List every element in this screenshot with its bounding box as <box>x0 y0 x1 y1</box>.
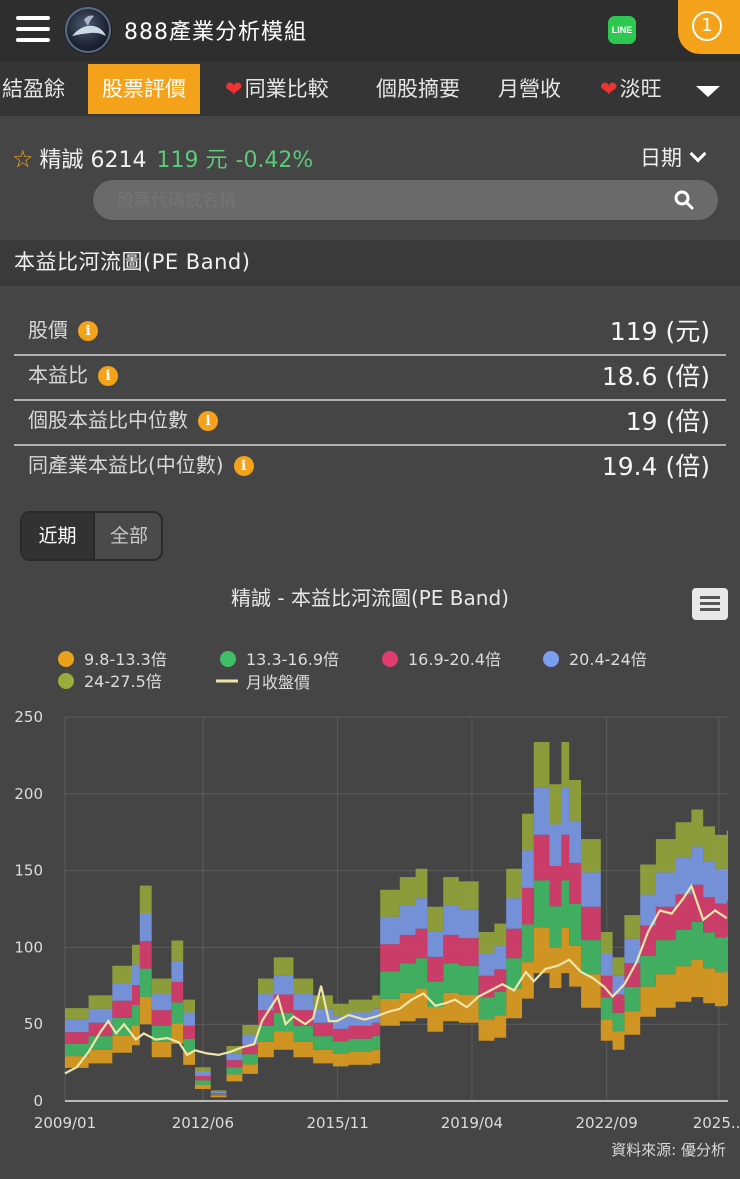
search-bar <box>93 180 718 222</box>
app-logo[interactable] <box>64 6 112 54</box>
monthly-close-line <box>64 883 728 1075</box>
metric-value: 19 (倍) <box>625 407 710 436</box>
range-recent-button[interactable]: 近期 <box>22 513 95 559</box>
data-source-note: 資料來源: 優分析 <box>611 1141 726 1159</box>
heart-icon: ❤ <box>600 77 618 101</box>
x-tick-label: 2009/01 <box>34 1114 96 1132</box>
search-icon[interactable] <box>674 190 694 210</box>
metric-value: 19.4 (倍) <box>601 452 710 481</box>
metric-row: 個股本益比中位數 i 19 (倍) <box>14 400 726 446</box>
tab-earnings[interactable]: 結盈餘 <box>2 77 65 101</box>
notification-button[interactable]: 1 <box>678 0 740 54</box>
tab-seasonality[interactable]: ❤淡旺 <box>600 77 662 101</box>
tab-monthly-revenue[interactable]: 月營收 <box>498 77 561 101</box>
range-all-button[interactable]: 全部 <box>109 525 148 547</box>
heart-icon: ❤ <box>225 77 243 101</box>
x-tick-label: 2022/09 <box>576 1114 638 1132</box>
legend-label: 16.9-20.4倍 <box>408 650 501 669</box>
x-tick-label: 2025... <box>693 1114 740 1132</box>
x-tick-label: 2015/11 <box>306 1114 368 1132</box>
legend-marker <box>220 651 236 667</box>
notification-count: 1 <box>692 11 722 41</box>
y-tick-label: 150 <box>14 862 43 880</box>
legend-marker <box>382 651 398 667</box>
legend-marker <box>58 651 74 667</box>
stock-price: 119 元 <box>156 148 228 173</box>
caret-down-icon <box>696 86 720 97</box>
tab-bar: 結盈餘 股票評價 ❤同業比較 個股摘要 月營收 ❤淡旺 <box>0 62 740 116</box>
pe-band-area <box>65 927 728 1098</box>
metric-value: 18.6 (倍) <box>601 362 710 391</box>
tab-peer-comparison[interactable]: ❤同業比較 <box>225 77 329 101</box>
chevron-down-icon <box>689 145 707 163</box>
chart-title: 精誠 - 本益比河流圖(PE Band) <box>231 586 509 610</box>
y-tick-label: 250 <box>14 708 43 726</box>
pe-band-area <box>65 787 728 1094</box>
range-toggle: 近期 全部 <box>20 511 163 561</box>
top-bar: 888產業分析模組 LINE 1 <box>0 0 740 62</box>
metric-label: 個股本益比中位數 <box>28 408 188 432</box>
metric-row: 本益比 i 18.6 (倍) <box>14 355 726 401</box>
metric-row: 同產業本益比(中位數) i 19.4 (倍) <box>14 445 726 489</box>
legend-marker <box>58 673 74 689</box>
stock-change: -0.42% <box>235 148 314 173</box>
star-icon[interactable]: ☆ <box>12 145 34 173</box>
y-tick-label: 50 <box>24 1015 43 1033</box>
metric-label: 同產業本益比(中位數) <box>28 453 224 477</box>
y-tick-label: 200 <box>14 785 43 803</box>
metric-row: 股價 i 119 (元) <box>14 310 726 356</box>
legend-label: 13.3-16.9倍 <box>246 650 339 669</box>
y-tick-label: 0 <box>33 1092 43 1110</box>
legend-label: 24-27.5倍 <box>84 672 162 691</box>
more-tabs-button[interactable] <box>672 62 740 116</box>
metric-label: 股價 <box>28 318 68 342</box>
app-title: 888產業分析模組 <box>124 20 307 45</box>
info-icon[interactable]: i <box>98 366 118 386</box>
chart-menu-button[interactable] <box>692 588 728 620</box>
stock-info: ☆ 精誠 6214 119 元 -0.42% <box>12 142 313 174</box>
tab-stock-valuation[interactable]: 股票評價 <box>88 64 200 114</box>
metric-label: 本益比 <box>28 363 88 387</box>
pe-band-area <box>65 834 728 1095</box>
tab-stock-summary[interactable]: 個股摘要 <box>376 77 460 101</box>
legend-label: 月收盤價 <box>246 673 310 692</box>
x-tick-label: 2012/06 <box>172 1114 234 1132</box>
x-tick-label: 2019/04 <box>441 1114 503 1132</box>
legend-marker <box>543 651 559 667</box>
stock-name-code: 精誠 6214 <box>39 148 147 173</box>
search-input[interactable] <box>115 180 639 222</box>
info-icon[interactable]: i <box>198 411 218 431</box>
y-tick-label: 100 <box>14 938 43 956</box>
legend-label: 9.8-13.3倍 <box>84 650 167 669</box>
line-share-icon[interactable]: LINE <box>608 16 636 44</box>
date-dropdown[interactable]: 日期 <box>640 142 707 172</box>
section-header: 本益比河流圖(PE Band) <box>0 240 740 286</box>
info-icon[interactable]: i <box>233 456 254 476</box>
section-title: 本益比河流圖(PE Band) <box>14 250 251 274</box>
legend-label: 20.4-24倍 <box>569 650 647 669</box>
info-icon[interactable]: i <box>78 321 98 341</box>
pe-band-chart: 精誠 - 本益比河流圖(PE Band) 9.8-13.3倍 13.3-16.9倍 1… <box>14 586 740 1159</box>
metric-value: 119 (元) <box>609 317 710 346</box>
hamburger-menu-icon[interactable] <box>16 16 50 42</box>
pe-band-area <box>65 880 728 1096</box>
